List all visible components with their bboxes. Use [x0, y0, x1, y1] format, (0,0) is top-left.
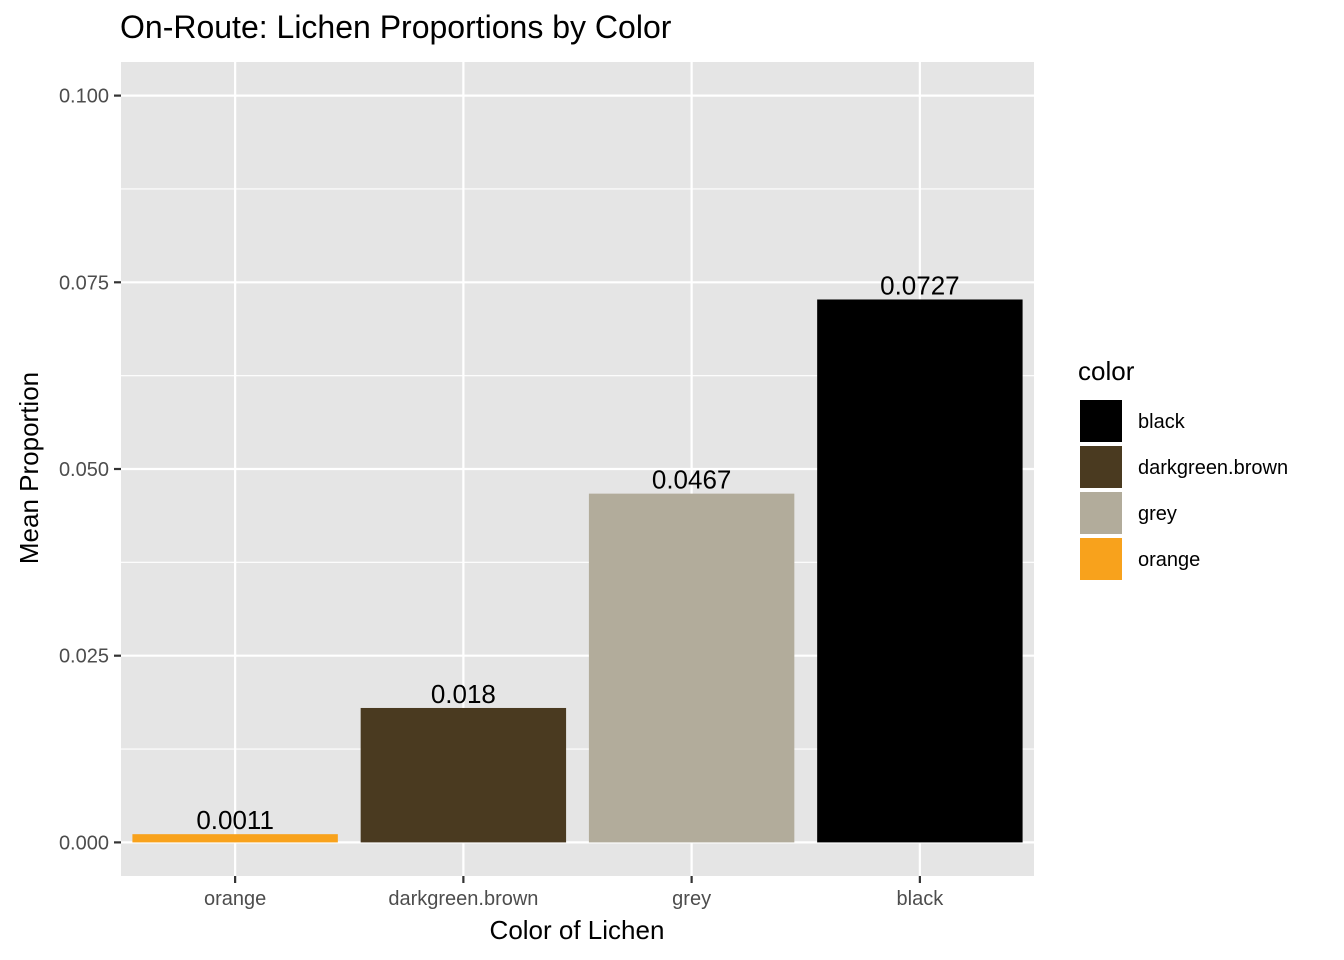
data-label: 0.0727: [880, 270, 960, 300]
legend-label: darkgreen.brown: [1138, 457, 1288, 479]
x-axis-title: Color of Lichen: [490, 915, 665, 945]
x-tick-label: darkgreen.brown: [388, 888, 538, 910]
x-axis: orange darkgreen.brown grey black: [204, 876, 944, 910]
bar-orange: [132, 834, 338, 843]
data-label: 0.0011: [196, 805, 274, 835]
y-tick-label: 0.000: [59, 832, 109, 854]
y-tick-label: 0.025: [59, 646, 109, 668]
legend-label: grey: [1138, 503, 1177, 525]
x-tick-label: black: [897, 888, 945, 910]
chart-title: On-Route: Lichen Proportions by Color: [120, 9, 672, 45]
legend-key-darkgreen.brown: [1080, 446, 1122, 488]
y-tick-label: 0.075: [59, 272, 109, 294]
legend: color black darkgreen.brown grey orange: [1078, 356, 1288, 580]
legend-key-black: [1080, 400, 1122, 442]
bar-black: [817, 299, 1023, 843]
data-labels: 0.0011 0.018 0.0467 0.0727: [196, 270, 959, 835]
legend-key-orange: [1080, 538, 1122, 580]
bars: [132, 299, 1023, 843]
legend-title: color: [1078, 356, 1135, 386]
legend-label: orange: [1138, 549, 1200, 571]
x-tick-label: orange: [204, 888, 266, 910]
y-axis: 0.000 0.025 0.050 0.075 0.100: [59, 86, 121, 854]
data-label: 0.0467: [652, 465, 732, 495]
legend-label: black: [1138, 411, 1186, 433]
x-tick-label: grey: [672, 888, 711, 910]
data-label: 0.018: [431, 679, 496, 709]
bar-grey: [588, 493, 795, 843]
y-tick-label: 0.050: [59, 459, 109, 481]
bar-darkgreen.brown: [360, 707, 567, 843]
y-tick-label: 0.100: [59, 86, 109, 108]
y-axis-title: Mean Proportion: [14, 372, 44, 564]
legend-key-grey: [1080, 492, 1122, 534]
